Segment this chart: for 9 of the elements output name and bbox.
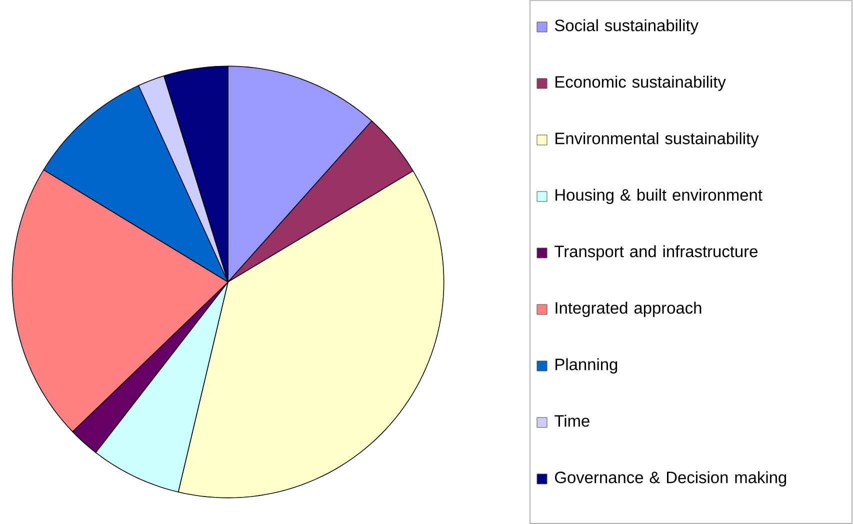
legend-label: Housing & built environment — [556, 188, 762, 204]
legend-label: Transport and infrastructure — [554, 245, 758, 261]
legend-label: Planning — [556, 358, 618, 374]
legend-label: Integrated approach — [556, 302, 702, 318]
legend-label: Time — [554, 414, 590, 427]
legend-label: Economic sustainability — [556, 76, 726, 92]
legend-label: Environmental sustainability — [556, 132, 759, 148]
legend-label: Governance & Decision making — [555, 471, 786, 486]
legend-label: Social sustainability — [554, 19, 698, 35]
